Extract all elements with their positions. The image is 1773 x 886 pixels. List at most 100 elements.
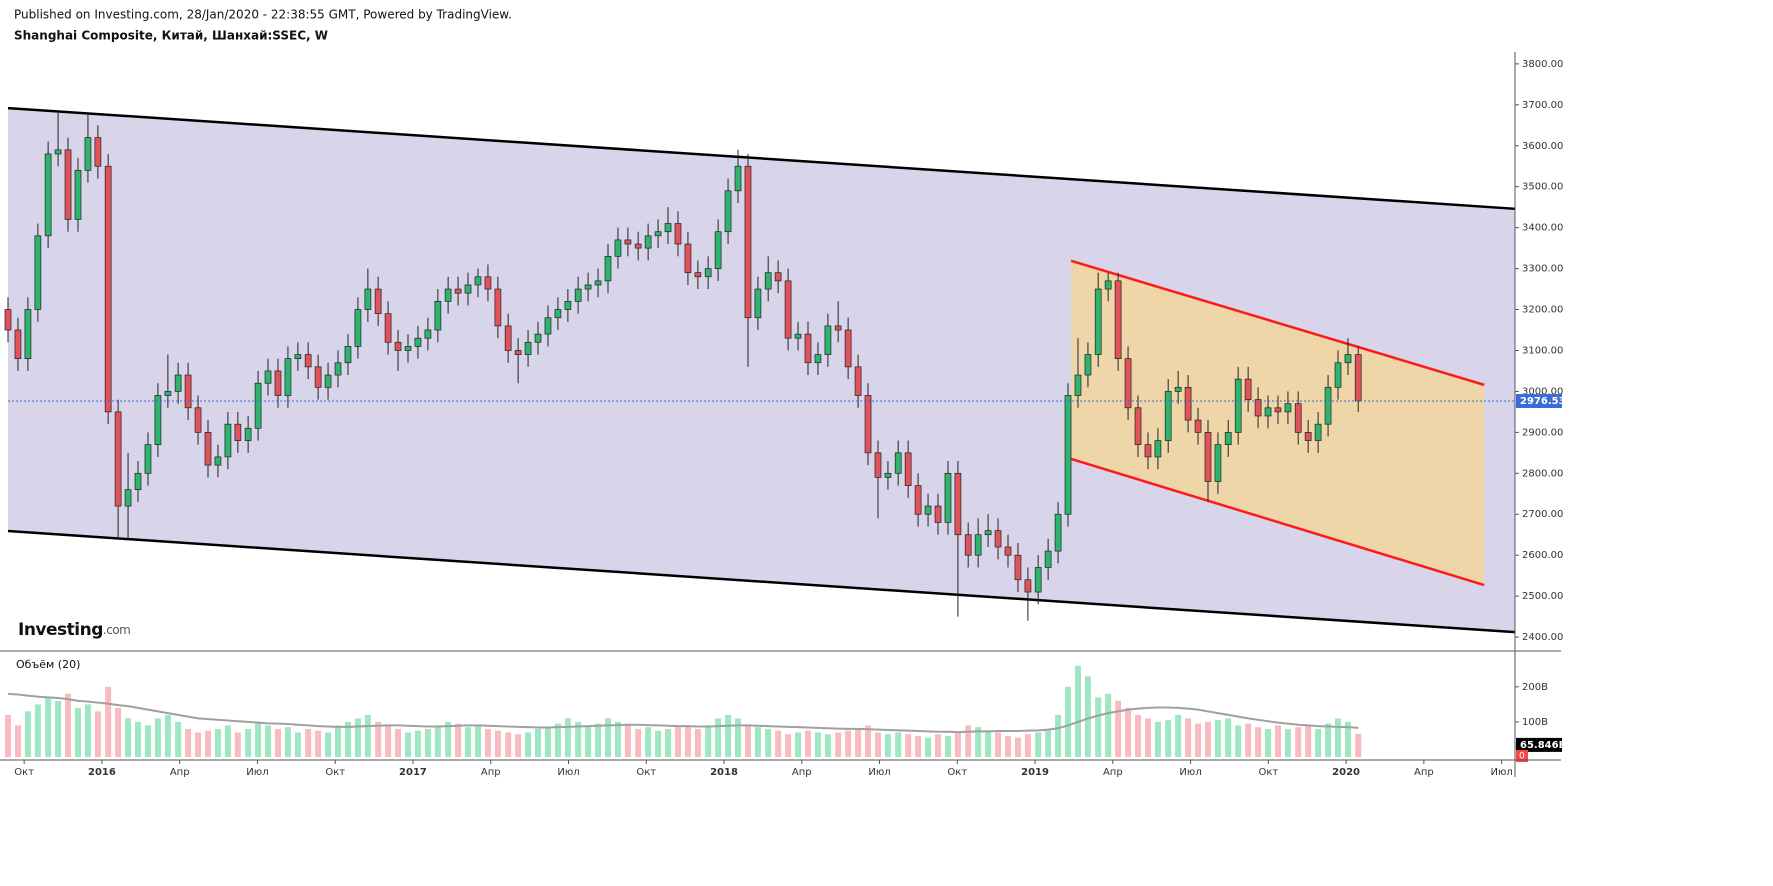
candle-body <box>134 472 142 491</box>
volume-bar <box>1185 718 1192 757</box>
candle-body <box>1094 288 1102 355</box>
volume-bar <box>635 728 642 757</box>
volume-bar <box>1295 727 1302 757</box>
volume-bar <box>1084 676 1091 757</box>
volume-tick-label: 200B <box>1522 682 1548 693</box>
candle-body <box>344 346 352 364</box>
candle-body <box>774 272 782 282</box>
volume-bar <box>494 730 501 757</box>
volume-bar <box>24 711 31 757</box>
candle-body <box>1344 354 1352 364</box>
volume-bar <box>474 725 481 757</box>
volume-bar <box>234 732 241 757</box>
candle-body <box>514 350 522 355</box>
volume-bar <box>1305 725 1312 757</box>
volume-bar <box>1235 725 1242 757</box>
volume-title: Объём (20) <box>16 658 80 671</box>
volume-bar <box>985 730 992 757</box>
candle-body <box>974 534 982 556</box>
volume-bar <box>954 732 961 757</box>
candle-body <box>704 268 712 278</box>
candle-body <box>874 452 882 478</box>
volume-bar <box>115 707 122 757</box>
volume-bar <box>944 735 951 757</box>
volume-bar <box>1175 714 1182 757</box>
volume-bar <box>354 718 361 757</box>
volume-bar <box>1284 728 1291 757</box>
candle-body <box>84 137 92 171</box>
volume-bar <box>855 728 862 757</box>
volume-bar <box>455 723 462 757</box>
candle-body <box>914 485 922 515</box>
y-tick-label: 3400.00 <box>1522 223 1563 234</box>
volume-bar <box>55 700 62 757</box>
volume-bar <box>795 732 802 757</box>
volume-bar <box>414 730 421 757</box>
volume-bar <box>614 721 621 757</box>
candle-body <box>1294 403 1302 433</box>
candle-body <box>494 288 502 327</box>
x-tick-label: Апр <box>1414 767 1434 778</box>
candle-body <box>1044 550 1052 568</box>
x-tick-label: 2016 <box>88 767 116 778</box>
candle-body <box>74 169 82 220</box>
volume-bar <box>1195 723 1202 757</box>
volume-ma-line <box>7 692 1359 734</box>
candle-body <box>34 235 42 310</box>
volume-bar <box>845 730 852 757</box>
candle-body <box>1134 407 1142 445</box>
volume-bar <box>274 728 281 757</box>
volume-bar <box>874 732 881 757</box>
volume-bar <box>544 727 551 757</box>
volume-bar <box>135 721 142 757</box>
volume-bar <box>175 721 182 757</box>
volume-bar <box>575 721 582 757</box>
candle-body <box>1084 354 1092 376</box>
candle-body <box>4 309 12 331</box>
candle-body <box>1324 386 1332 425</box>
x-tick-label: Июл <box>1490 767 1512 778</box>
volume-bar <box>335 725 342 757</box>
channel-line <box>7 529 1516 634</box>
y-tick-label: 2700.00 <box>1522 509 1563 520</box>
candle-body <box>1244 378 1252 400</box>
candle-body <box>814 354 822 364</box>
volume-bar <box>1045 728 1052 757</box>
y-tick-label: 3000.00 <box>1522 386 1563 397</box>
y-tick-label: 3500.00 <box>1522 182 1563 193</box>
volume-bar <box>515 734 522 757</box>
volume-bar <box>725 714 732 757</box>
candle-body <box>844 329 852 368</box>
candle-body <box>534 333 542 343</box>
volume-bar <box>735 718 742 757</box>
candle-body <box>784 280 792 339</box>
candle-body <box>804 333 812 364</box>
candle-body <box>304 354 312 368</box>
candle-body <box>1124 358 1132 409</box>
candle-body <box>184 374 192 409</box>
candle-body <box>584 284 592 290</box>
volume-bar <box>154 718 161 757</box>
volume-bar <box>865 725 872 757</box>
candle-body <box>254 382 262 429</box>
volume-bar <box>585 725 592 757</box>
volume-bar <box>554 723 561 757</box>
x-tick-label: Окт <box>636 767 656 778</box>
candle-body <box>234 423 242 441</box>
volume-bar <box>1344 721 1351 757</box>
y-tick-label: 2400.00 <box>1522 632 1563 643</box>
volume-bar <box>224 725 231 757</box>
last-price-label: 2976.53 <box>1520 396 1566 407</box>
candle-body <box>1024 579 1032 593</box>
candle-body <box>274 370 282 396</box>
candle-body <box>634 243 642 249</box>
candle-body <box>194 407 202 433</box>
volume-bar <box>445 721 452 757</box>
x-tick-label: 2018 <box>710 767 738 778</box>
channel-line <box>1070 457 1485 587</box>
candle-body <box>1144 444 1152 458</box>
volume-bar <box>645 727 652 757</box>
y-tick-label: 2900.00 <box>1522 427 1563 438</box>
